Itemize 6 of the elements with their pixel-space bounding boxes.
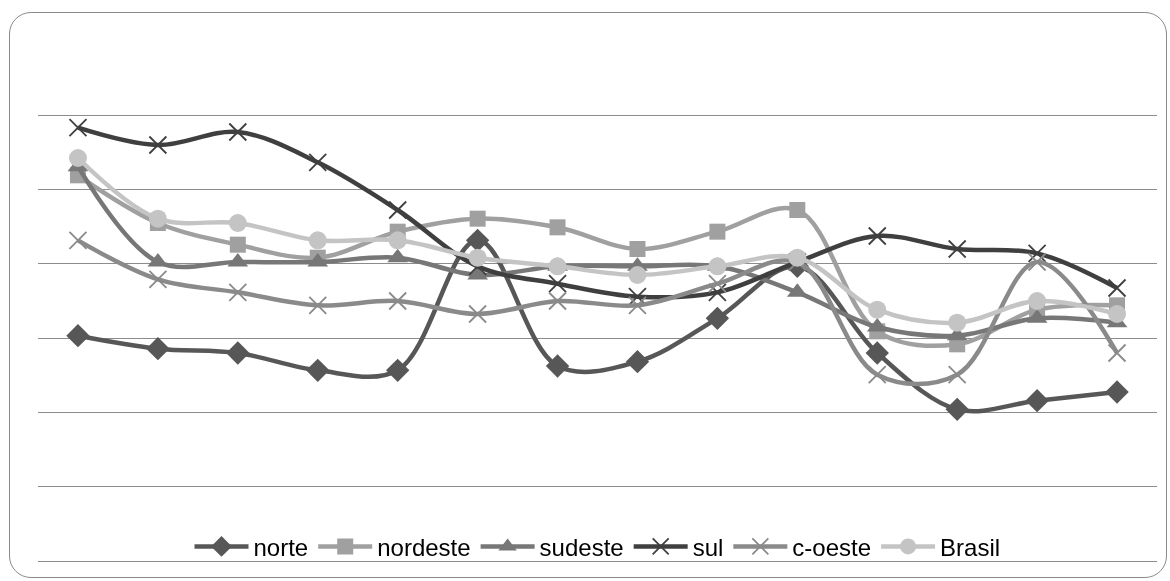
legend-label: norte [253,533,309,561]
legend-label: Brasil [940,533,1001,561]
legend-label: sul [692,533,724,561]
legend-label: c-oeste [792,533,872,561]
legend-label: nordeste [377,533,471,561]
legend-label: sudeste [539,533,624,561]
